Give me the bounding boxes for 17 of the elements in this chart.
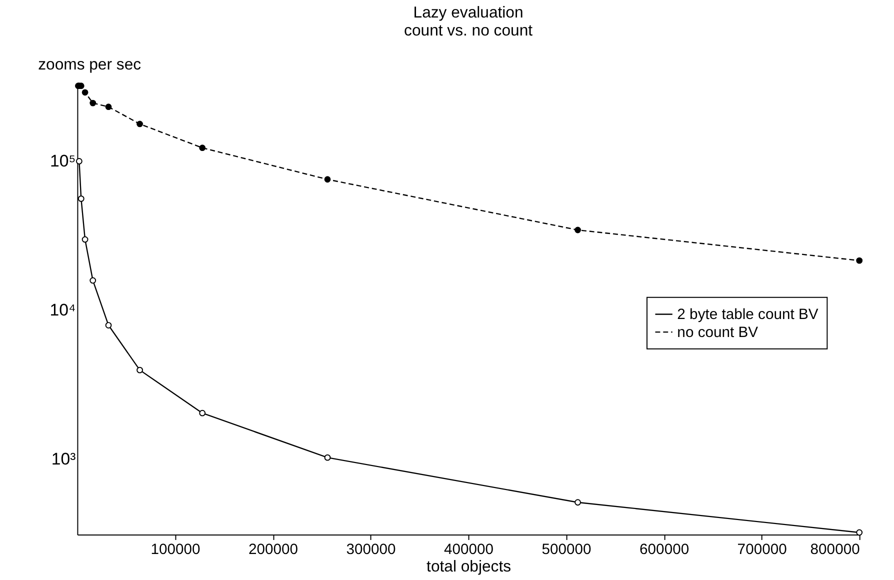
x-tick-label: 200000 (248, 542, 298, 558)
x-tick-label: 800000 (810, 542, 860, 558)
legend-label: 2 byte table count BV (677, 307, 818, 324)
y-tick-label: 10⁵ (50, 152, 76, 171)
chart-title: Lazy evaluation (413, 4, 524, 22)
x-tick-label: 500000 (542, 542, 592, 558)
x-tick-label: 300000 (346, 542, 396, 558)
legend-label: no count BV (677, 325, 758, 342)
chart-subtitle: count vs. no count (404, 22, 534, 40)
y-tick-label: 10³ (51, 449, 76, 468)
x-tick-label: 700000 (737, 542, 787, 558)
x-tick-label: 400000 (444, 542, 494, 558)
x-tick-label: 600000 (640, 542, 690, 558)
x-tick-label: 100000 (150, 542, 200, 558)
y-tick-label: 10⁴ (50, 300, 76, 320)
x-axis-title: total objects (426, 558, 512, 576)
y-axis-title: zooms per sec (38, 56, 142, 74)
